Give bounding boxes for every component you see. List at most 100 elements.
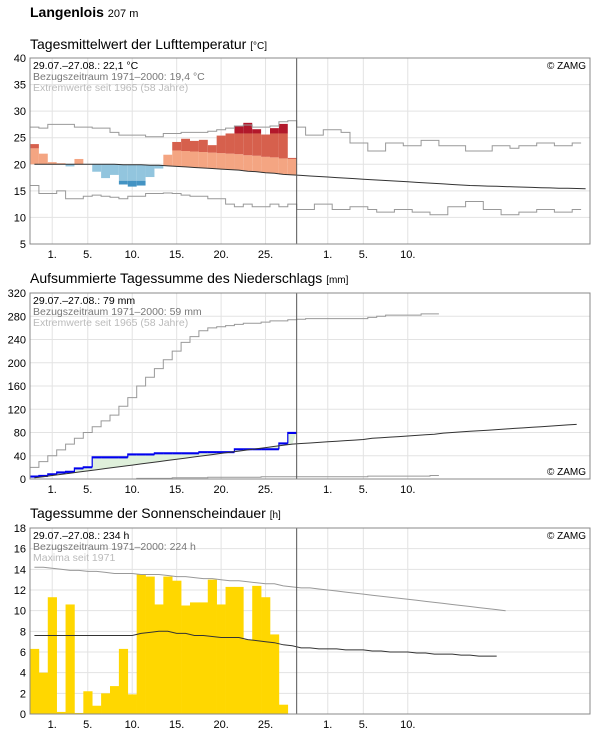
sunshine-bar-19 bbox=[190, 602, 200, 714]
precipitation-bar-13 bbox=[136, 454, 146, 456]
temperature-bar-above-17 bbox=[172, 150, 182, 167]
temperature-bar-far-above-23 bbox=[225, 133, 235, 154]
temperature-ytick-label-0: 5 bbox=[20, 239, 26, 251]
temperature-chart: 5 10 15 20 25 30 35 40 1. 5. 10. 15. 20. 25. 1. 5. 10. 29… bbox=[14, 53, 591, 261]
precipitation-ytick-label-0: 0 bbox=[20, 474, 26, 486]
sunshine-bar-11 bbox=[118, 648, 129, 714]
precipitation-bar-17 bbox=[172, 452, 182, 455]
sunshine-ytick-label-7: 14 bbox=[14, 564, 26, 576]
precipitation-title: Aufsummierte Tagessumme des Niederschlag… bbox=[30, 270, 323, 286]
temperature-ytick-label-3: 20 bbox=[14, 159, 26, 171]
sunshine-ytick-label-0: 0 bbox=[20, 709, 26, 721]
temperature-bar-below-13 bbox=[136, 164, 146, 181]
sunshine-bar-23 bbox=[225, 586, 235, 714]
sunshine-chart: 0 2 4 6 8 10 12 14 16 18 1. 5. 10. 15. 20. 25. 1. 5. 10. 29… bbox=[14, 523, 591, 729]
sunshine-ytick-label-6: 12 bbox=[14, 585, 26, 597]
precipitation-bar-14 bbox=[145, 454, 155, 456]
temperature-max-envelope bbox=[30, 120, 582, 152]
temperature-bar-above-24 bbox=[234, 154, 244, 171]
precipitation-copyright: © ZAMG bbox=[547, 467, 586, 478]
sunshine-title: Tagessumme der Sonnenscheindauer bbox=[30, 505, 266, 521]
sunshine-unit: [h] bbox=[269, 510, 281, 521]
temperature-bar-far-above-25 bbox=[243, 133, 253, 156]
temperature-bar-below-14 bbox=[145, 165, 155, 178]
temperature-bar-far-above-22 bbox=[216, 135, 226, 154]
sunshine-ytick-label-3: 6 bbox=[20, 647, 26, 659]
sunshine-bar-27 bbox=[261, 597, 271, 714]
precipitation-info-line-1: Bezugszeitraum 1971–2000: 59 mm bbox=[33, 306, 202, 318]
precipitation-bar-16 bbox=[163, 452, 173, 455]
temperature-bar-far-above-21 bbox=[207, 145, 217, 153]
sunshine-bar-16 bbox=[163, 576, 173, 714]
precipitation-xtick-label-6: 1. bbox=[323, 484, 332, 496]
temperature-bar-far-above-28 bbox=[270, 133, 279, 158]
precipitation-xtick-label-7: 5. bbox=[359, 484, 368, 496]
precipitation-ytick-label-6: 240 bbox=[8, 335, 26, 347]
sunshine-bar-2 bbox=[38, 672, 49, 714]
precipitation-bar-30 bbox=[287, 432, 297, 434]
sunshine-xtick-label-1: 5. bbox=[83, 719, 92, 729]
sunshine-info-line-2: Maxima seit 1971 bbox=[33, 552, 115, 564]
precipitation-info-line-0: 29.07.–27.08.: 79 mm bbox=[33, 295, 135, 307]
temperature-frame bbox=[29, 57, 591, 245]
temperature-info-line-0: 29.07.–27.08.: 22,1 °C bbox=[33, 60, 139, 72]
temperature-info-line-2: Extremwerte seit 1965 (58 Jahre) bbox=[33, 82, 188, 94]
temperature-xtick-label-0: 1. bbox=[48, 249, 57, 261]
sunshine-xtick-label-0: 1. bbox=[48, 719, 57, 729]
precipitation-bar-4 bbox=[56, 472, 66, 474]
precipitation-bar-20 bbox=[198, 451, 208, 454]
temperature-bar-below-9 bbox=[101, 164, 110, 179]
temperature-bar-far-above-30 bbox=[287, 157, 297, 159]
sunshine-bar-17 bbox=[172, 580, 182, 714]
temperature-xtick-label-4: 20. bbox=[213, 249, 228, 261]
temperature-bar-above-19 bbox=[190, 151, 199, 168]
sunshine-bar-24 bbox=[234, 586, 244, 714]
temperature-bar-below-12 bbox=[127, 164, 137, 181]
sunshine-xtick-label-4: 20. bbox=[213, 719, 228, 729]
temperature-bar-far-below-13 bbox=[136, 180, 146, 186]
precipitation-bar-29 bbox=[278, 442, 288, 445]
sunshine-bar-5 bbox=[65, 604, 75, 714]
sunshine-bar-25 bbox=[243, 639, 253, 714]
precipitation-xtick-label-0: 1. bbox=[48, 484, 57, 496]
precipitation-bar-18 bbox=[181, 452, 190, 455]
temperature-ytick-label-5: 30 bbox=[14, 106, 26, 118]
precipitation-bar-12 bbox=[127, 454, 137, 456]
precipitation-bar-10 bbox=[110, 456, 119, 459]
precipitation-bar-11 bbox=[118, 456, 128, 459]
precipitation-xtick-label-1: 5. bbox=[83, 484, 92, 496]
precipitation-bar-8 bbox=[92, 456, 102, 459]
precipitation-frame bbox=[29, 292, 591, 480]
precipitation-xtick-label-8: 10. bbox=[400, 484, 415, 496]
precipitation-bar-5 bbox=[65, 471, 75, 473]
temperature-title: Tagesmittelwert der Lufttemperatur bbox=[30, 36, 247, 52]
temperature-ytick-label-7: 40 bbox=[14, 53, 26, 65]
sunshine-ytick-label-4: 8 bbox=[20, 626, 26, 638]
precipitation-bar-3 bbox=[47, 473, 57, 476]
station-altitude: 207 m bbox=[107, 8, 139, 20]
precipitation-xtick-label-2: 10. bbox=[125, 484, 140, 496]
temperature-bar-above-16 bbox=[163, 154, 173, 166]
sunshine-xtick-label-6: 1. bbox=[323, 719, 332, 729]
temperature-bar-far-below-12 bbox=[127, 180, 137, 187]
panel-title-temperature: Tagesmittelwert der Lufttemperatur [°C] bbox=[30, 36, 267, 52]
sunshine-bar-6 bbox=[74, 712, 84, 714]
temperature-bar-extreme-25 bbox=[243, 122, 253, 134]
sunshine-bar-1 bbox=[30, 648, 40, 714]
precipitation-bar-7 bbox=[83, 466, 93, 469]
precipitation-xtick-label-3: 15. bbox=[169, 484, 184, 496]
temperature-unit: [°C] bbox=[250, 41, 267, 52]
temperature-bar-above-29 bbox=[278, 158, 288, 175]
sunshine-frame bbox=[29, 527, 591, 715]
precipitation-ytick-label-2: 80 bbox=[14, 428, 26, 440]
sunshine-ytick-label-9: 18 bbox=[14, 523, 26, 535]
temperature-bar-above-27 bbox=[261, 156, 270, 173]
sunshine-bar-8 bbox=[92, 705, 102, 714]
sunshine-xtick-label-2: 10. bbox=[125, 719, 140, 729]
precipitation-min-envelope bbox=[30, 475, 439, 480]
temperature-bar-above-20 bbox=[198, 152, 208, 169]
sunshine-bar-22 bbox=[216, 604, 226, 714]
sunshine-bar-21 bbox=[207, 579, 217, 714]
precipitation-unit: [mm] bbox=[326, 275, 349, 286]
temperature-bar-below-10 bbox=[110, 164, 119, 175]
